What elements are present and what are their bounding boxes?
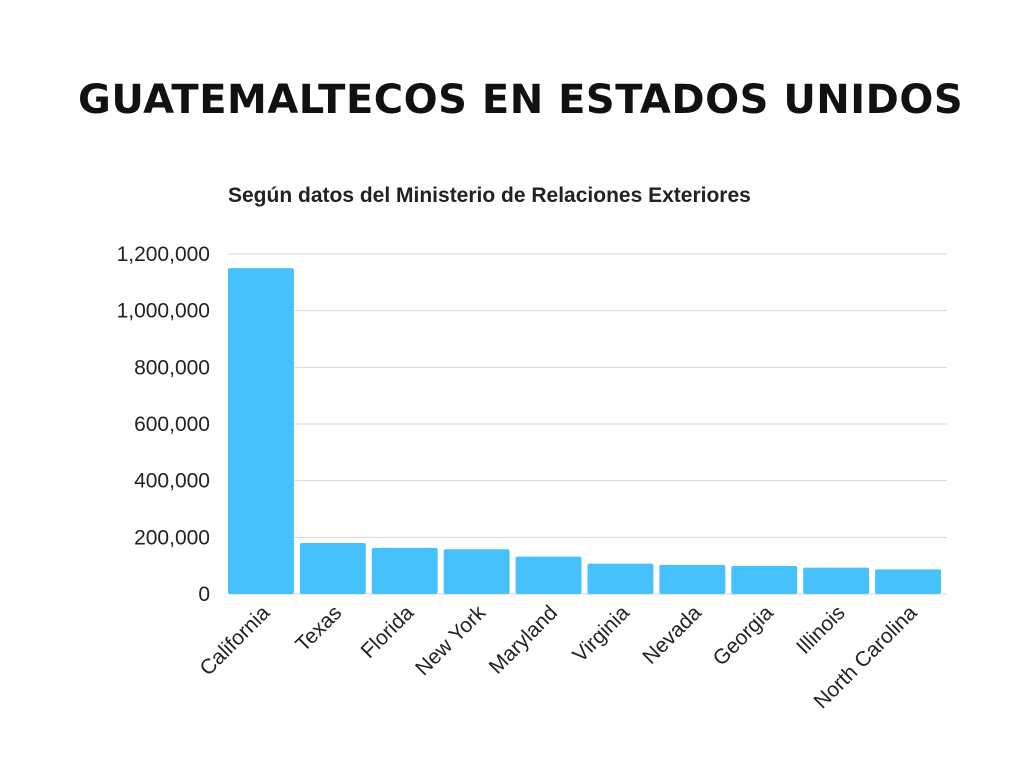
y-tick-label: 600,000 bbox=[134, 413, 210, 436]
x-tick-label: New York bbox=[411, 601, 490, 680]
y-tick-label: 800,000 bbox=[134, 356, 210, 379]
x-tick-label: California bbox=[195, 601, 274, 680]
y-tick-label: 0 bbox=[198, 583, 210, 606]
chart-subtitle: Según datos del Ministerio de Relaciones… bbox=[228, 184, 751, 207]
y-tick-label: 400,000 bbox=[134, 470, 210, 493]
bar-maryland bbox=[515, 556, 582, 594]
bar-north-carolina bbox=[875, 569, 941, 594]
x-tick-label: Florida bbox=[357, 601, 419, 663]
bar-new-york bbox=[443, 549, 510, 594]
x-tick-label: Virginia bbox=[568, 601, 634, 667]
x-tick-label: Maryland bbox=[485, 601, 562, 678]
y-axis-ticks: 0 200,000 400,000 600,000 800,000 1,000,000 1,… bbox=[117, 243, 210, 606]
bar-florida bbox=[371, 547, 438, 594]
bar-texas bbox=[299, 543, 366, 594]
bar-georgia bbox=[731, 565, 798, 594]
x-tick-label: Georgia bbox=[709, 601, 778, 670]
bar-california bbox=[228, 268, 294, 594]
x-tick-label: Texas bbox=[291, 601, 346, 656]
chart-title: GUATEMALTECOS EN ESTADOS UNIDOS bbox=[78, 77, 964, 123]
bars bbox=[228, 268, 941, 594]
bar-illinois bbox=[803, 567, 870, 594]
y-tick-label: 1,000,000 bbox=[117, 300, 210, 323]
bar-virginia bbox=[587, 563, 654, 594]
y-tick-label: 1,200,000 bbox=[117, 243, 210, 266]
y-tick-label: 200,000 bbox=[134, 526, 210, 549]
x-tick-label: Illinois bbox=[792, 601, 850, 659]
bar-nevada bbox=[659, 564, 726, 594]
x-tick-label: Nevada bbox=[638, 601, 706, 669]
